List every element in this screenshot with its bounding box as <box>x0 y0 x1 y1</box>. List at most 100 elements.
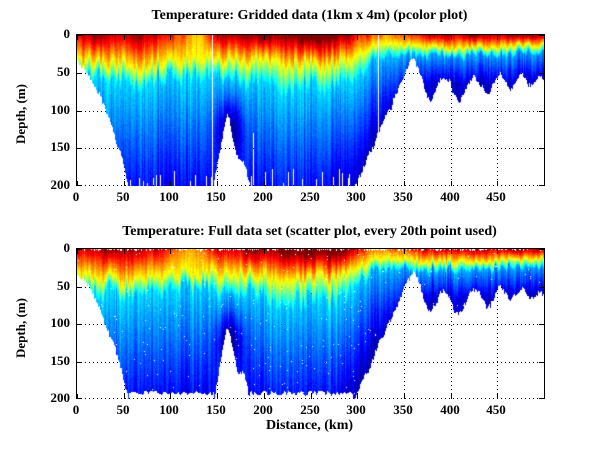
x-tick-mark <box>217 181 218 186</box>
x-tick-mark <box>217 249 218 254</box>
x-tick-mark <box>404 394 405 399</box>
y-tick-mark <box>539 35 544 36</box>
y-tick-label: 200 <box>50 177 71 192</box>
scatter-temperature-section <box>77 249 544 399</box>
y-tick-label: 50 <box>57 278 70 293</box>
x-tick-mark <box>264 394 265 399</box>
x-tick-mark <box>357 181 358 186</box>
x-tick-mark <box>170 394 171 399</box>
x-tick-label: 400 <box>440 402 460 417</box>
x-tick-mark <box>124 35 125 40</box>
x-tick-mark <box>404 181 405 186</box>
y-tick-mark <box>539 148 544 149</box>
pcolor-y-axis-label: Depth, (m) <box>13 84 28 144</box>
y-tick-mark <box>77 398 82 399</box>
x-tick-mark <box>77 181 78 186</box>
x-tick-mark <box>264 35 265 40</box>
y-tick-label: 0 <box>63 240 71 255</box>
y-tick-label: 200 <box>50 390 71 405</box>
x-tick-mark <box>264 181 265 186</box>
x-tick-mark <box>77 249 78 254</box>
y-tick-mark <box>539 185 544 186</box>
x-tick-label: 100 <box>159 189 179 204</box>
y-tick-mark <box>539 362 544 363</box>
x-tick-label: 350 <box>393 402 413 417</box>
x-tick-label: 400 <box>440 189 460 204</box>
x-tick-mark <box>311 249 312 254</box>
y-tick-mark <box>539 111 544 112</box>
y-tick-label: 50 <box>57 64 70 79</box>
x-tick-label: 200 <box>253 402 273 417</box>
y-tick-mark <box>539 398 544 399</box>
x-tick-label: 0 <box>72 189 80 204</box>
pcolor-plot-area <box>76 34 545 186</box>
x-tick-mark <box>170 35 171 40</box>
x-tick-mark <box>77 394 78 399</box>
x-tick-mark <box>311 394 312 399</box>
x-tick-mark <box>264 249 265 254</box>
x-tick-label: 300 <box>346 189 366 204</box>
y-tick-mark <box>77 111 82 112</box>
x-tick-label: 100 <box>159 402 179 417</box>
x-tick-label: 300 <box>346 402 366 417</box>
x-tick-label: 450 <box>486 189 506 204</box>
y-tick-mark <box>77 287 82 288</box>
x-tick-mark <box>357 394 358 399</box>
x-tick-mark <box>497 35 498 40</box>
x-tick-label: 250 <box>300 402 320 417</box>
x-tick-label: 150 <box>206 189 226 204</box>
x-tick-mark <box>217 35 218 40</box>
x-tick-mark <box>497 394 498 399</box>
x-tick-label: 50 <box>116 402 130 417</box>
x-tick-mark <box>404 249 405 254</box>
y-tick-mark <box>77 35 82 36</box>
x-tick-label: 200 <box>253 189 273 204</box>
y-tick-mark <box>77 185 82 186</box>
x-tick-mark <box>124 249 125 254</box>
y-tick-mark <box>539 324 544 325</box>
y-tick-label: 100 <box>50 102 71 117</box>
x-tick-label: 350 <box>393 189 413 204</box>
x-tick-mark <box>451 181 452 186</box>
y-tick-mark <box>539 249 544 250</box>
x-tick-mark <box>170 249 171 254</box>
y-tick-label: 0 <box>63 26 71 41</box>
x-tick-label: 50 <box>116 189 130 204</box>
y-tick-mark <box>539 73 544 74</box>
y-tick-label: 150 <box>50 139 71 154</box>
x-tick-label: 0 <box>72 402 80 417</box>
x-axis-label: Distance, (km) <box>265 418 354 433</box>
x-tick-mark <box>124 181 125 186</box>
x-tick-label: 250 <box>300 189 320 204</box>
x-tick-mark <box>404 35 405 40</box>
x-tick-mark <box>451 249 452 254</box>
x-tick-mark <box>217 394 218 399</box>
y-tick-mark <box>77 249 82 250</box>
y-tick-label: 150 <box>50 353 71 368</box>
scatter-plot-area <box>76 248 545 399</box>
y-tick-label: 100 <box>50 315 71 330</box>
x-tick-mark <box>497 249 498 254</box>
pcolor-temperature-section <box>77 35 544 186</box>
scatter-plot-title: Temperature: Full data set (scatter plot… <box>122 224 497 239</box>
x-tick-mark <box>357 35 358 40</box>
x-tick-mark <box>497 181 498 186</box>
y-tick-mark <box>77 73 82 74</box>
x-tick-mark <box>170 181 171 186</box>
x-tick-mark <box>77 35 78 40</box>
x-tick-mark <box>124 394 125 399</box>
x-tick-mark <box>451 394 452 399</box>
x-tick-mark <box>311 181 312 186</box>
y-tick-mark <box>77 362 82 363</box>
x-tick-label: 450 <box>486 402 506 417</box>
y-tick-mark <box>77 324 82 325</box>
x-tick-mark <box>311 35 312 40</box>
pcolor-plot-title: Temperature: Gridded data (1km x 4m) (pc… <box>151 8 468 23</box>
scatter-y-axis-label: Depth, (m) <box>13 298 28 358</box>
y-tick-mark <box>539 287 544 288</box>
x-tick-label: 150 <box>206 402 226 417</box>
x-tick-mark <box>357 249 358 254</box>
x-tick-mark <box>451 35 452 40</box>
y-tick-mark <box>77 148 82 149</box>
